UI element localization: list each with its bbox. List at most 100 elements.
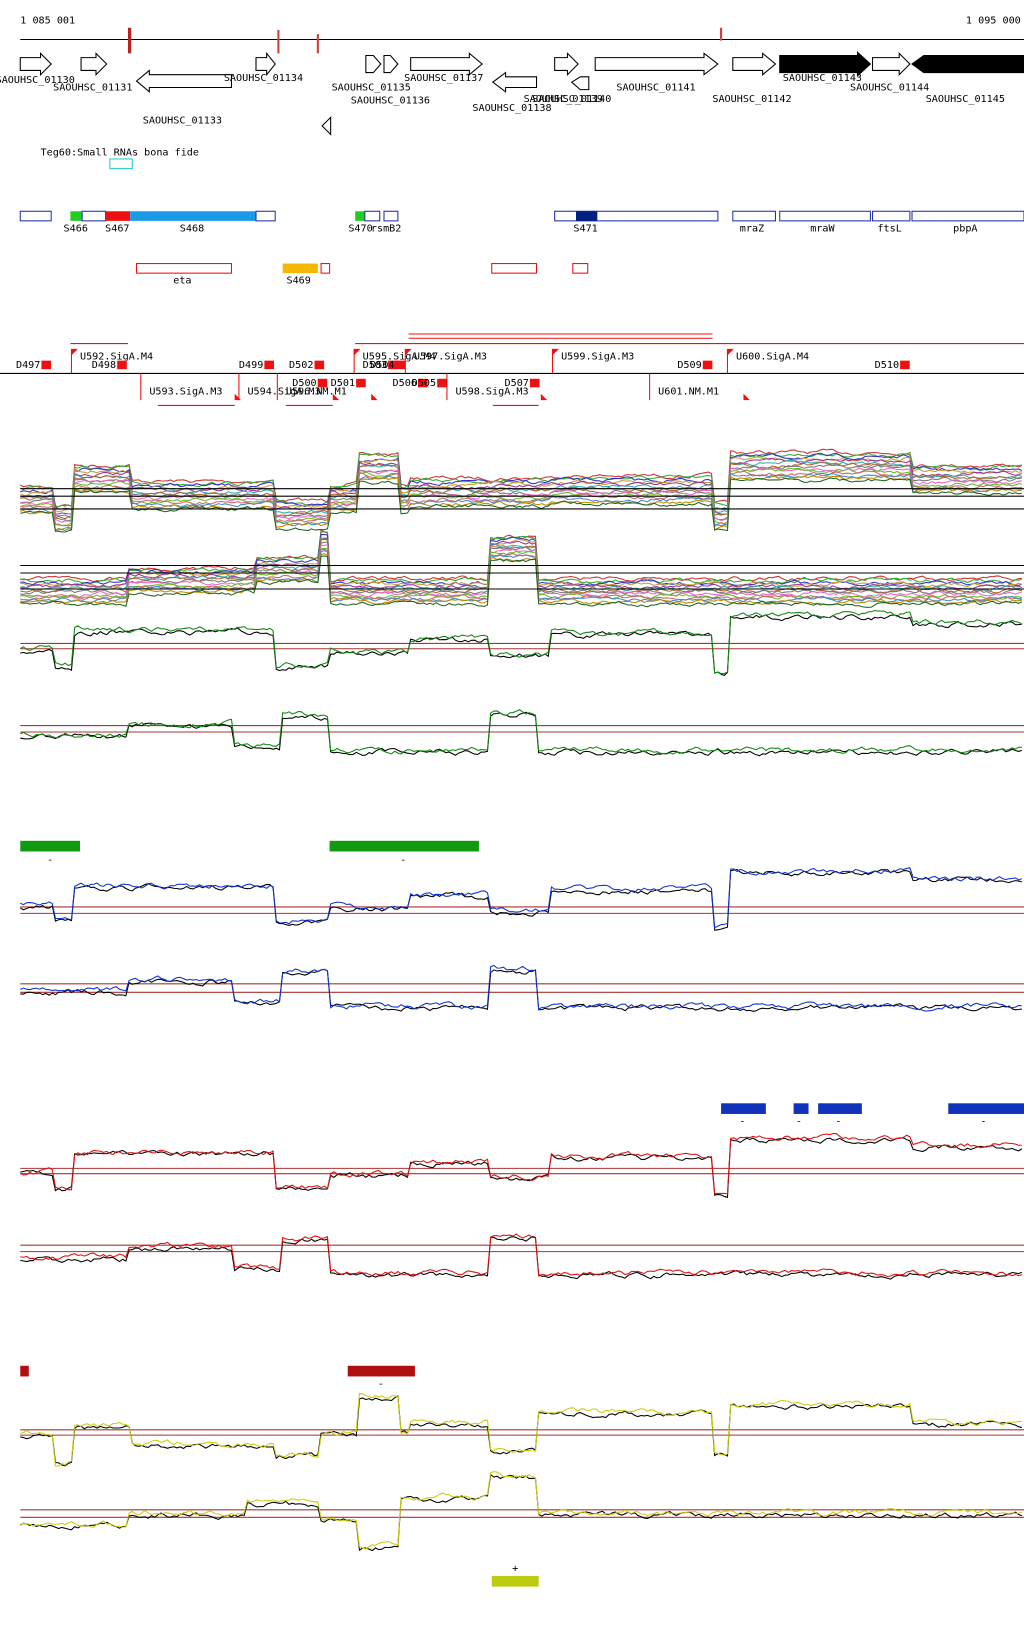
gene-arrow <box>732 52 777 76</box>
feature-box <box>105 211 131 221</box>
terminator-mark <box>264 360 274 370</box>
condition-mark: - <box>796 1116 802 1127</box>
feature-label: mraW <box>810 223 835 234</box>
feature-box <box>130 211 256 221</box>
condition-bar <box>948 1103 1024 1114</box>
feature-box <box>732 210 776 222</box>
terminator-mark <box>900 360 910 370</box>
gene-arrow <box>135 69 232 93</box>
promoter-flag <box>234 393 242 401</box>
expression-trace <box>20 1392 1022 1467</box>
feature-label: S466 <box>64 223 88 234</box>
expression-trace <box>20 529 1022 583</box>
expression-trace <box>20 709 1022 755</box>
expression-panels <box>20 448 1024 1552</box>
condition-bar <box>20 840 80 852</box>
gene-label: SAOUHSC_01135 <box>332 82 411 93</box>
expression-trace <box>20 1471 1023 1550</box>
gene-arrow <box>872 52 911 76</box>
feature-label: pbpA <box>953 223 977 234</box>
feature-box <box>70 211 83 221</box>
promoter-flag <box>540 393 548 401</box>
expression-trace <box>20 555 1023 608</box>
expression-trace <box>20 1133 1022 1195</box>
ruler-tick <box>720 27 723 41</box>
expression-trace <box>20 1395 1022 1467</box>
promoter-flag <box>354 348 361 356</box>
ruler-tick <box>128 27 132 54</box>
feature-box <box>255 210 276 222</box>
feature-box <box>355 211 365 221</box>
promoter-label: D499 <box>239 360 263 371</box>
promoter-label: D500 <box>292 378 316 389</box>
gene-arrow <box>19 52 52 76</box>
expression-trace <box>20 531 1023 585</box>
feature-box <box>871 210 911 222</box>
terminator-mark <box>702 360 713 370</box>
condition-mark: - <box>47 855 53 866</box>
gene-label: SAOUHSC_01133 <box>143 116 222 127</box>
gene-label: SAOUHSC_01144 <box>850 82 929 93</box>
promoter-label: D497 <box>16 360 40 371</box>
expression-trace <box>20 548 1023 602</box>
feature-label: S470 <box>348 223 372 234</box>
promoter-flag <box>727 348 734 356</box>
terminator-mark <box>437 378 447 388</box>
gene-arrow <box>321 116 332 136</box>
condition-bar <box>329 840 479 852</box>
expression-trace <box>20 1235 1023 1280</box>
feature-box <box>19 210 52 222</box>
promoter-label: U596.NM.M1 <box>286 387 347 398</box>
feature-label: mraZ <box>740 223 764 234</box>
promoter-flag <box>552 348 559 356</box>
feature-box <box>572 263 589 274</box>
gene-arrow <box>570 76 590 91</box>
feature-box <box>576 211 598 221</box>
gene-label: SAOUHSC_01136 <box>351 95 430 106</box>
feature-label: rsmB2 <box>371 223 401 234</box>
expression-trace <box>20 614 1022 677</box>
promoter-label: D506 <box>393 378 417 389</box>
terminator-mark <box>395 360 406 370</box>
gene-arrow <box>491 71 538 93</box>
expression-trace <box>20 537 1023 590</box>
condition-mark: - <box>400 855 406 866</box>
promoter-flag <box>371 393 378 401</box>
condition-bar <box>721 1103 766 1114</box>
expression-trace <box>20 538 1023 592</box>
expression-trace <box>20 467 1022 527</box>
gene-arrow <box>554 52 579 76</box>
expression-trace <box>20 549 1023 603</box>
expression-trace <box>20 452 1023 511</box>
expression-trace <box>20 552 1022 606</box>
expression-trace <box>20 964 1022 1012</box>
condition-mark: - <box>980 1116 986 1127</box>
gene-label: SAOUHSC_01138 <box>472 103 551 114</box>
terminator-mark <box>317 378 328 388</box>
promoter-label: U600.SigA.M4 <box>736 351 809 362</box>
gene-arrow <box>911 54 1024 74</box>
condition-mark: + <box>512 1564 518 1575</box>
feature-label: ftsL <box>877 223 901 234</box>
promoter-label: U592.SigA.M4 <box>80 351 153 362</box>
promoter-label: D509 <box>677 360 701 371</box>
ruler-start: 1 085 001 <box>20 15 75 26</box>
condition-bars <box>20 840 1024 1587</box>
gene-label: SAOUHSC_01142 <box>712 94 791 105</box>
ruler-tick <box>277 29 280 54</box>
expression-trace <box>20 470 1022 528</box>
gene-arrow <box>255 51 276 77</box>
promoter-label: U598.SigA.M3 <box>455 387 528 398</box>
gene-arrow <box>594 52 719 76</box>
gene-label: SAOUHSC_01140 <box>532 94 611 105</box>
terminator-mark <box>529 378 540 388</box>
feature-boxes <box>19 210 1024 222</box>
expression-trace <box>20 1473 1023 1552</box>
condition-mark: - <box>739 1116 745 1127</box>
gene-arrow <box>80 52 108 76</box>
condition-bar <box>20 1365 29 1377</box>
feature-box <box>554 210 719 222</box>
promoter-label: U601.NM.M1 <box>658 387 719 398</box>
